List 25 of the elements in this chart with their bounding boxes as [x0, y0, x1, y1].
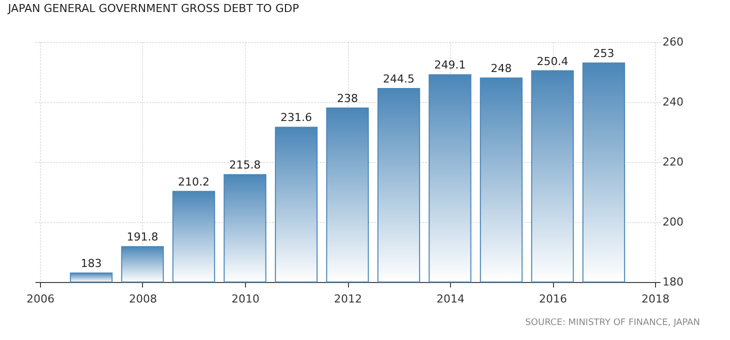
data-label: 231.6	[280, 111, 312, 124]
data-label: 238	[337, 92, 358, 105]
x-tick-label: 2012	[334, 292, 362, 306]
x-tick-label: 2010	[232, 292, 260, 306]
y-tick-label: 180	[662, 276, 684, 288]
y-tick-label: 260	[662, 36, 684, 48]
x-tick-label: 2008	[129, 292, 157, 306]
data-label: 191.8	[126, 230, 158, 244]
y-tick-label: 240	[662, 96, 684, 108]
data-label: 210.2	[178, 175, 210, 188]
x-tick-label: 2006	[26, 292, 54, 306]
x-tick-label: 2014	[436, 292, 464, 306]
data-label: 250.4	[536, 54, 568, 68]
x-tick-label: 2018	[642, 292, 670, 306]
chart-title: JAPAN GENERAL GOVERNMENT GROSS DEBT TO GDP	[7, 2, 300, 15]
source-note: SOURCE: MINISTRY OF FINANCE, JAPAN	[525, 318, 700, 328]
data-label: 183	[80, 257, 102, 270]
data-label: 249.1	[434, 58, 466, 72]
x-tick-label: 2016	[539, 292, 567, 306]
y-tick-label: 220	[662, 156, 684, 168]
data-label: 215.8	[229, 158, 261, 172]
data-label: 253	[593, 47, 614, 60]
data-label: 248	[490, 62, 512, 75]
y-tick-label: 200	[662, 216, 684, 228]
data-label: 244.5	[383, 72, 414, 86]
